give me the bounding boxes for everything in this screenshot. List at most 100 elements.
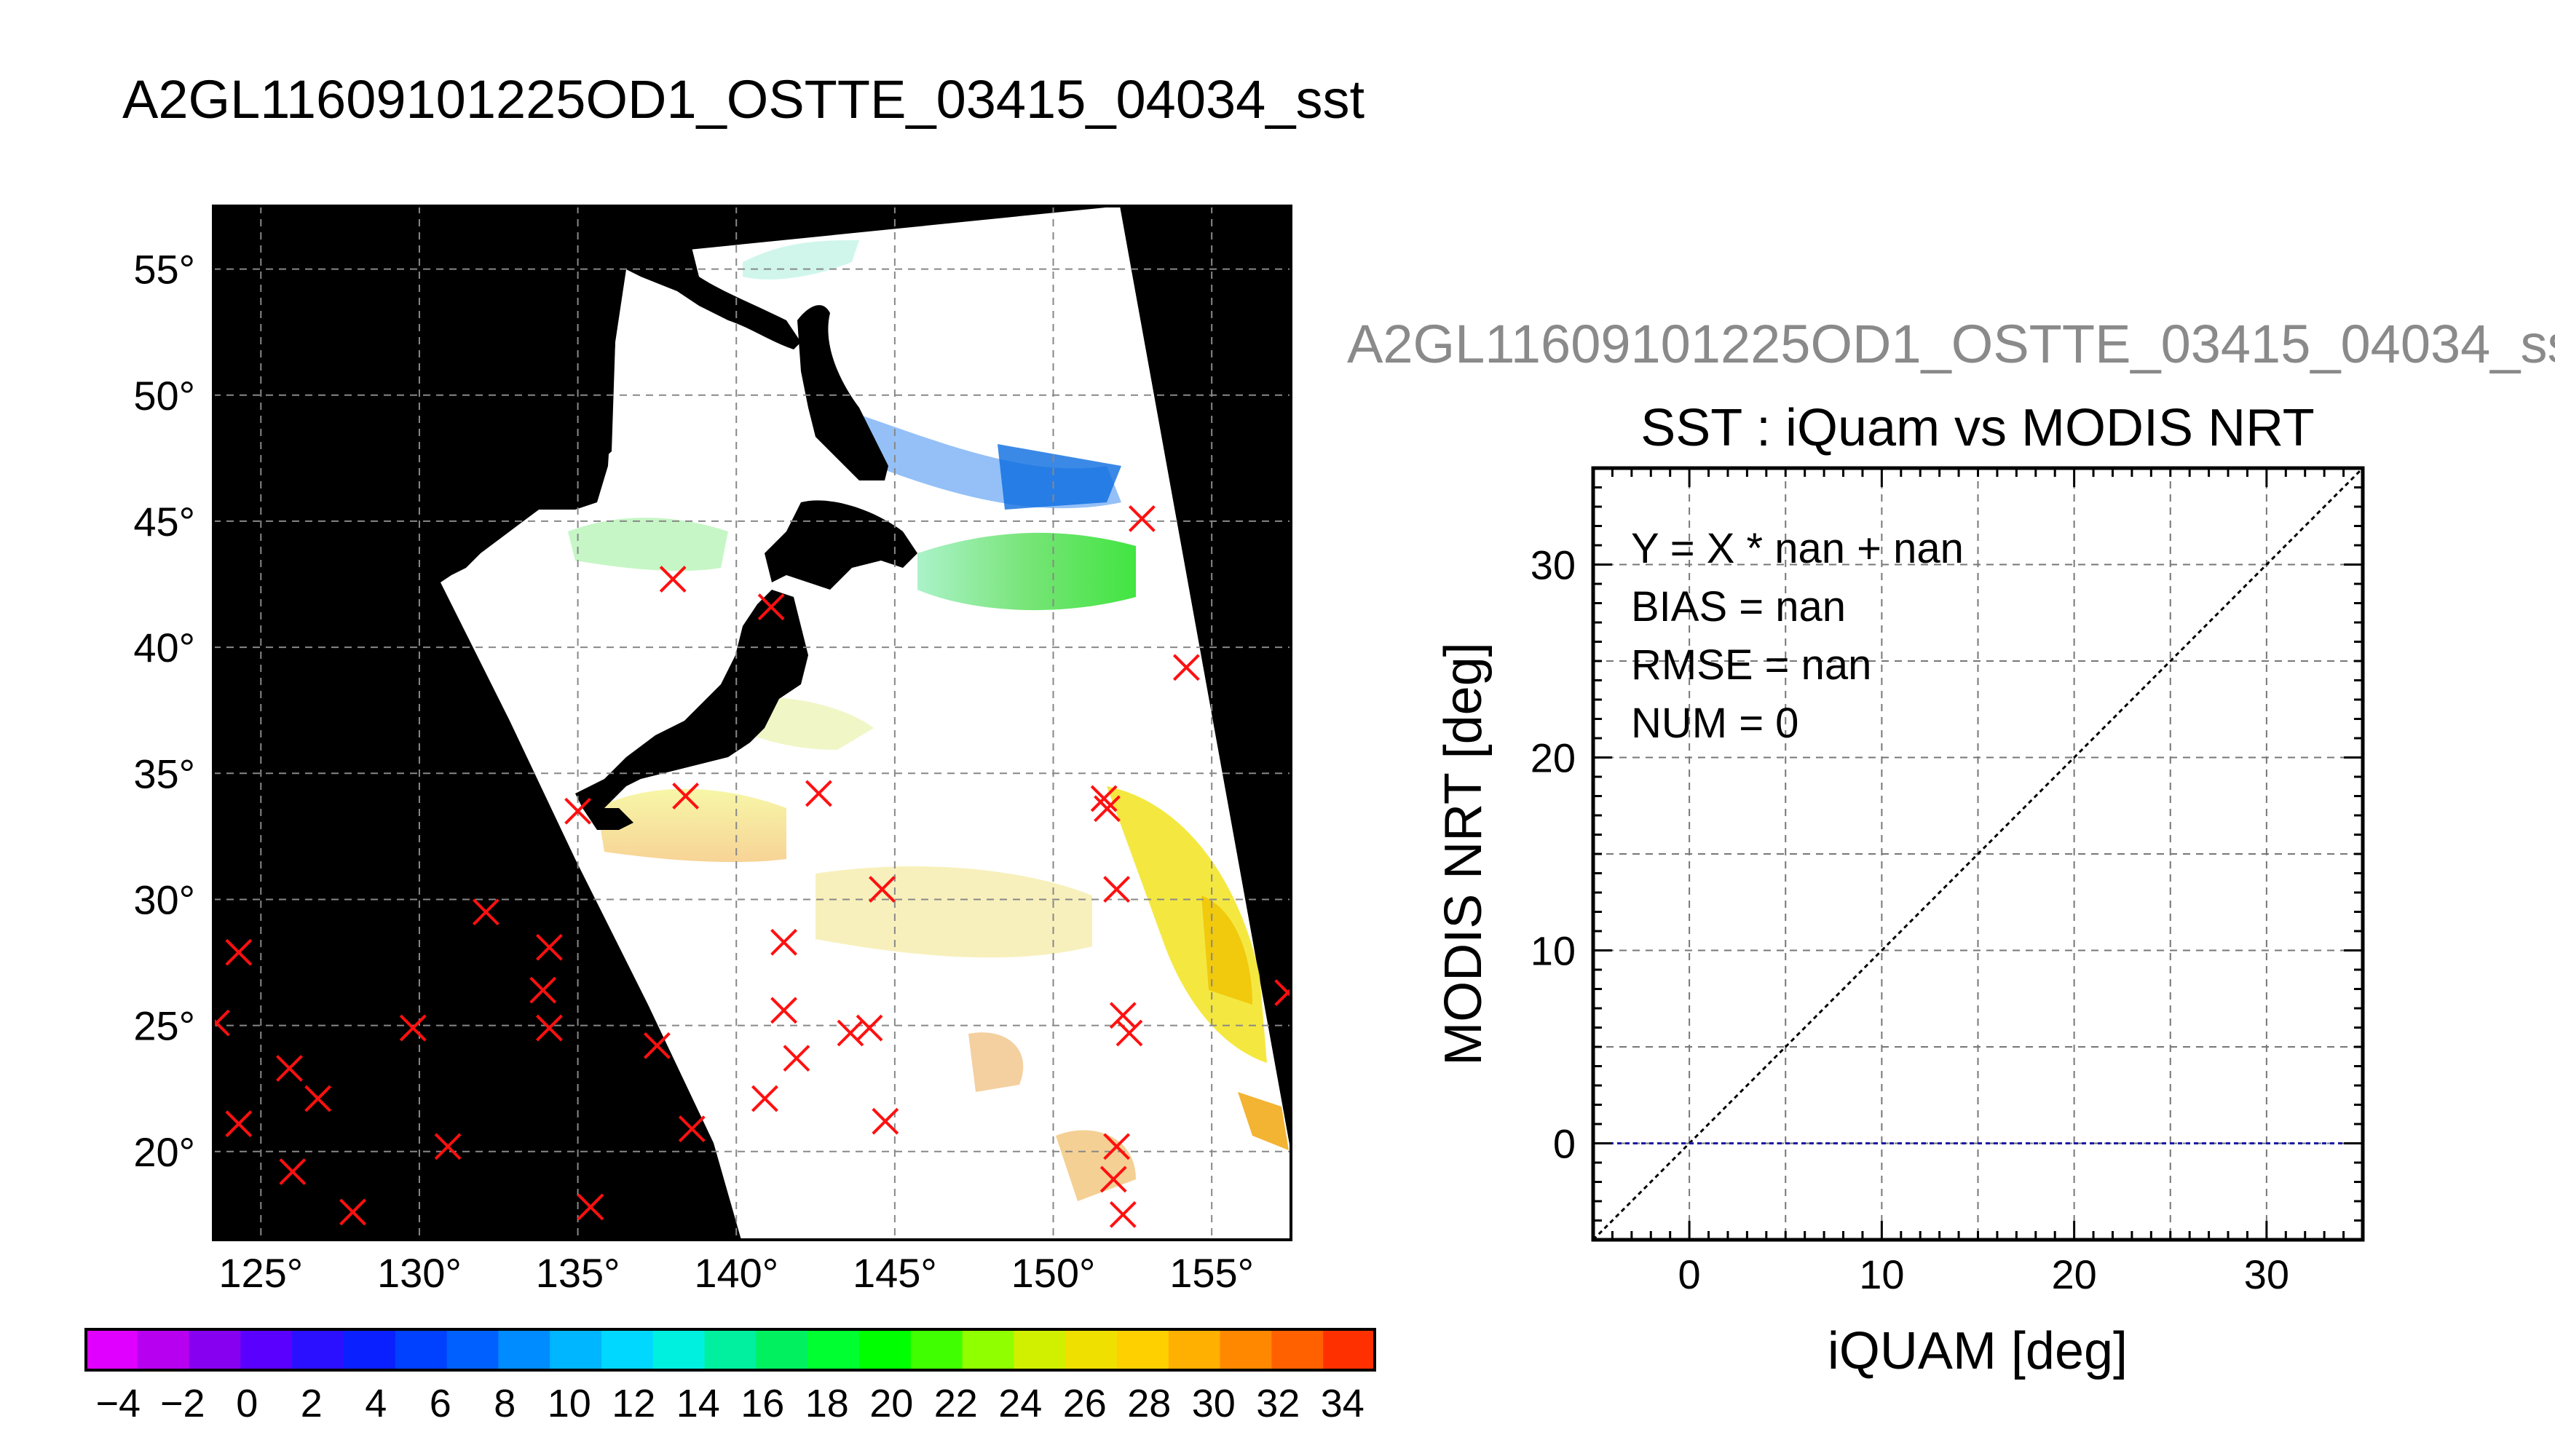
figure-title: A2GL11609101225OD1_OSTTE_03415_04034_sst bbox=[122, 69, 1365, 130]
colorbar-tick-labels: −4 −2 0 2 4 6 8 10 12 14 16 18 20 22 24 26 28 30 32 34 bbox=[95, 1382, 1364, 1425]
latitude-tick-labels: 20° 25° 30° 35° 40° 45° 50° 55° bbox=[133, 247, 195, 1175]
x-tick-label: 0 bbox=[1678, 1251, 1701, 1297]
one-to-one-line bbox=[1593, 468, 2363, 1240]
iquam-marker bbox=[1128, 505, 1156, 532]
latitude-label: 55° bbox=[133, 247, 195, 293]
iquam-marker bbox=[564, 797, 592, 825]
colorbar-cell bbox=[189, 1329, 241, 1370]
colorbar-cell bbox=[550, 1329, 602, 1370]
latitude-label: 40° bbox=[133, 625, 195, 670]
latitude-label: 25° bbox=[133, 1003, 195, 1049]
longitude-label: 155° bbox=[1169, 1250, 1254, 1296]
colorbar-cell bbox=[137, 1329, 190, 1370]
iquam-marker bbox=[339, 1198, 366, 1226]
colorbar-label: 8 bbox=[494, 1382, 516, 1425]
colorbar-cell bbox=[652, 1329, 706, 1370]
colorbar-cell bbox=[1271, 1329, 1324, 1370]
colorbar-cell bbox=[1323, 1329, 1375, 1370]
iquam-marker bbox=[399, 1014, 427, 1042]
longitude-label: 135° bbox=[536, 1250, 620, 1296]
longitude-label: 145° bbox=[853, 1250, 937, 1296]
x-tick-label: 30 bbox=[2244, 1251, 2289, 1297]
longitude-label: 130° bbox=[377, 1250, 462, 1296]
iquam-marker bbox=[472, 898, 499, 926]
iquam-marker bbox=[1090, 785, 1118, 812]
iquam-marker bbox=[872, 1107, 899, 1135]
map-frame bbox=[212, 205, 1292, 1241]
colorbar-label: 28 bbox=[1127, 1382, 1171, 1425]
iquam-marker bbox=[751, 1085, 778, 1112]
scatter-plot: SST : iQuam vs MODIS NRT 0 10 20 30 0 10 20 30… bbox=[1434, 399, 2365, 1380]
colorbar-cell bbox=[601, 1329, 654, 1370]
iquam-marker bbox=[805, 780, 832, 807]
iquam-marker bbox=[225, 938, 253, 966]
colorbar-cell bbox=[859, 1329, 912, 1370]
colorbar-cell bbox=[498, 1329, 550, 1370]
colorbar-label: −4 bbox=[95, 1382, 141, 1425]
y-tick-label: 20 bbox=[1531, 735, 1576, 781]
latitude-label: 50° bbox=[133, 373, 195, 419]
colorbar-label: 10 bbox=[548, 1382, 591, 1425]
iquam-marker bbox=[213, 1009, 230, 1037]
iquam-marker bbox=[279, 1158, 307, 1185]
sst-colorbar: −4 −2 0 2 4 6 8 10 12 14 16 18 20 22 24 26 28 30 32 34 bbox=[84, 1328, 1376, 1425]
iquam-marker bbox=[770, 928, 797, 956]
x-tick-label: 10 bbox=[1859, 1251, 1904, 1297]
colorbar-label: 16 bbox=[741, 1382, 784, 1425]
iquam-marker bbox=[837, 1019, 864, 1047]
iquam-marker bbox=[434, 1133, 462, 1160]
iquam-marker bbox=[1274, 979, 1291, 1006]
x-axis-label: iQUAM [deg] bbox=[1828, 1322, 2128, 1380]
latitude-label: 35° bbox=[133, 751, 195, 796]
colorbar-label: 34 bbox=[1321, 1382, 1365, 1425]
iquam-marker bbox=[1094, 795, 1121, 823]
colorbar-cells bbox=[86, 1329, 1375, 1370]
iquam-marker bbox=[1109, 1002, 1137, 1029]
colorbar-label: 30 bbox=[1192, 1382, 1236, 1425]
y-tick-label: 10 bbox=[1531, 928, 1576, 974]
iquam-marker bbox=[672, 783, 700, 810]
x-tick-label: 20 bbox=[2051, 1251, 2096, 1297]
colorbar-cell bbox=[962, 1329, 1014, 1370]
colorbar-cell bbox=[1168, 1329, 1221, 1370]
longitude-label: 125° bbox=[218, 1250, 303, 1296]
colorbar-cell bbox=[1117, 1329, 1169, 1370]
stats-annotation: RMSE = nan bbox=[1631, 641, 1871, 689]
colorbar-label: 0 bbox=[236, 1382, 258, 1425]
y-axis-label: MODIS NRT [deg] bbox=[1434, 642, 1493, 1066]
colorbar-label: 4 bbox=[365, 1382, 387, 1425]
stats-annotation: Y = X * nan + nan bbox=[1631, 525, 1964, 572]
colorbar-label: 32 bbox=[1256, 1382, 1300, 1425]
colorbar-label: 26 bbox=[1063, 1382, 1107, 1425]
longitude-tick-labels: 125° 130° 135° 140° 145° 150° 155° bbox=[218, 1250, 1254, 1296]
colorbar-label: 22 bbox=[934, 1382, 978, 1425]
colorbar-cell bbox=[704, 1329, 757, 1370]
colorbar-label: 14 bbox=[676, 1382, 720, 1425]
sst-data-patches bbox=[568, 240, 1289, 1201]
iquam-marker bbox=[1172, 654, 1200, 681]
iquam-marker bbox=[659, 566, 687, 593]
colorbar-cell bbox=[446, 1329, 499, 1370]
y-tick-label: 30 bbox=[1531, 542, 1576, 588]
colorbar-cell bbox=[1220, 1329, 1272, 1370]
latitude-label: 45° bbox=[133, 499, 195, 545]
colorbar-cell bbox=[240, 1329, 293, 1370]
iquam-marker bbox=[535, 1014, 563, 1042]
iquam-marker bbox=[535, 933, 563, 961]
iquam-marker bbox=[678, 1115, 706, 1143]
colorbar-label: 2 bbox=[301, 1382, 323, 1425]
plot-frame bbox=[1591, 466, 2365, 1242]
iquam-marker bbox=[1099, 1166, 1127, 1193]
iquam-marker bbox=[856, 1014, 883, 1042]
colorbar-cell bbox=[395, 1329, 448, 1370]
stats-annotation: BIAS = nan bbox=[1631, 583, 1846, 630]
y-tick-label: 0 bbox=[1553, 1121, 1576, 1167]
iquam-marker bbox=[577, 1193, 604, 1221]
iquam-marker bbox=[1103, 876, 1131, 903]
scatter-figure-title: A2GL11609101225OD1_OSTTE_03415_04034_sst bbox=[1347, 314, 2555, 374]
iquam-marker bbox=[304, 1085, 332, 1112]
iquam-marker bbox=[529, 976, 557, 1004]
iquam-marker bbox=[1109, 1200, 1137, 1228]
colorbar-label: 6 bbox=[430, 1382, 451, 1425]
colorbar-cell bbox=[910, 1329, 963, 1370]
